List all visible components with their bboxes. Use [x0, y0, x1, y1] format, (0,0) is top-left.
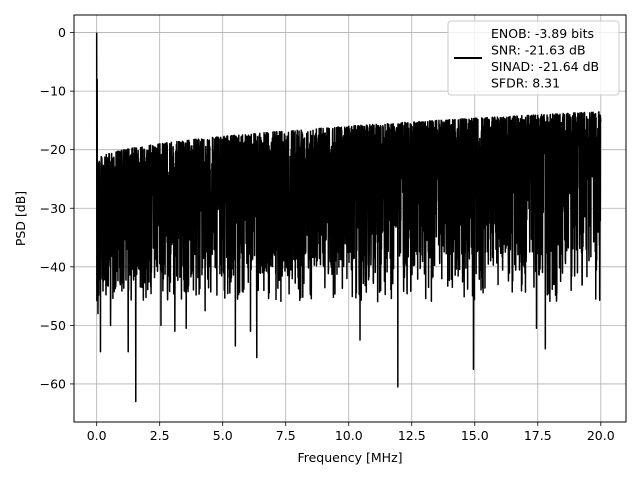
x-tick-label: 10.0	[335, 428, 363, 443]
y-tick-label: −20	[40, 142, 66, 157]
legend-label: SNR: -21.63 dB	[491, 43, 586, 58]
x-tick-label: 0.0	[87, 428, 107, 443]
x-tick-label: 15.0	[461, 428, 489, 443]
x-axis: 0.0 2.5 5.0 7.5 10.0 12.5 15.0 17.5 20.0	[87, 422, 615, 443]
y-axis-label: PSD [dB]	[13, 191, 28, 246]
y-tick-label: −60	[40, 376, 66, 391]
x-tick-label: 17.5	[524, 428, 552, 443]
x-axis-label: Frequency [MHz]	[297, 450, 402, 465]
x-tick-label: 5.0	[213, 428, 233, 443]
y-tick-label: −30	[40, 201, 66, 216]
x-tick-label: 7.5	[276, 428, 296, 443]
y-tick-label: −10	[40, 84, 66, 99]
legend-box	[447, 20, 620, 96]
x-tick-label: 12.5	[398, 428, 426, 443]
axes-frame	[73, 14, 627, 423]
y-tick-label: −40	[40, 259, 66, 274]
legend-label: SFDR: 8.31	[491, 76, 560, 91]
y-tick-label: 0	[58, 25, 66, 40]
y-tick-label: −50	[40, 318, 66, 333]
y-axis: 0 −10 −20 −30 −40 −50 −60	[40, 25, 74, 391]
series-group	[95, 32, 602, 403]
legend-label: SINAD: -21.64 dB	[491, 59, 599, 74]
legend-label: ENOB: -3.89 bits	[491, 26, 594, 41]
x-tick-label: 20.0	[587, 428, 615, 443]
x-tick-label: 2.5	[150, 428, 170, 443]
psd-line	[95, 32, 602, 403]
